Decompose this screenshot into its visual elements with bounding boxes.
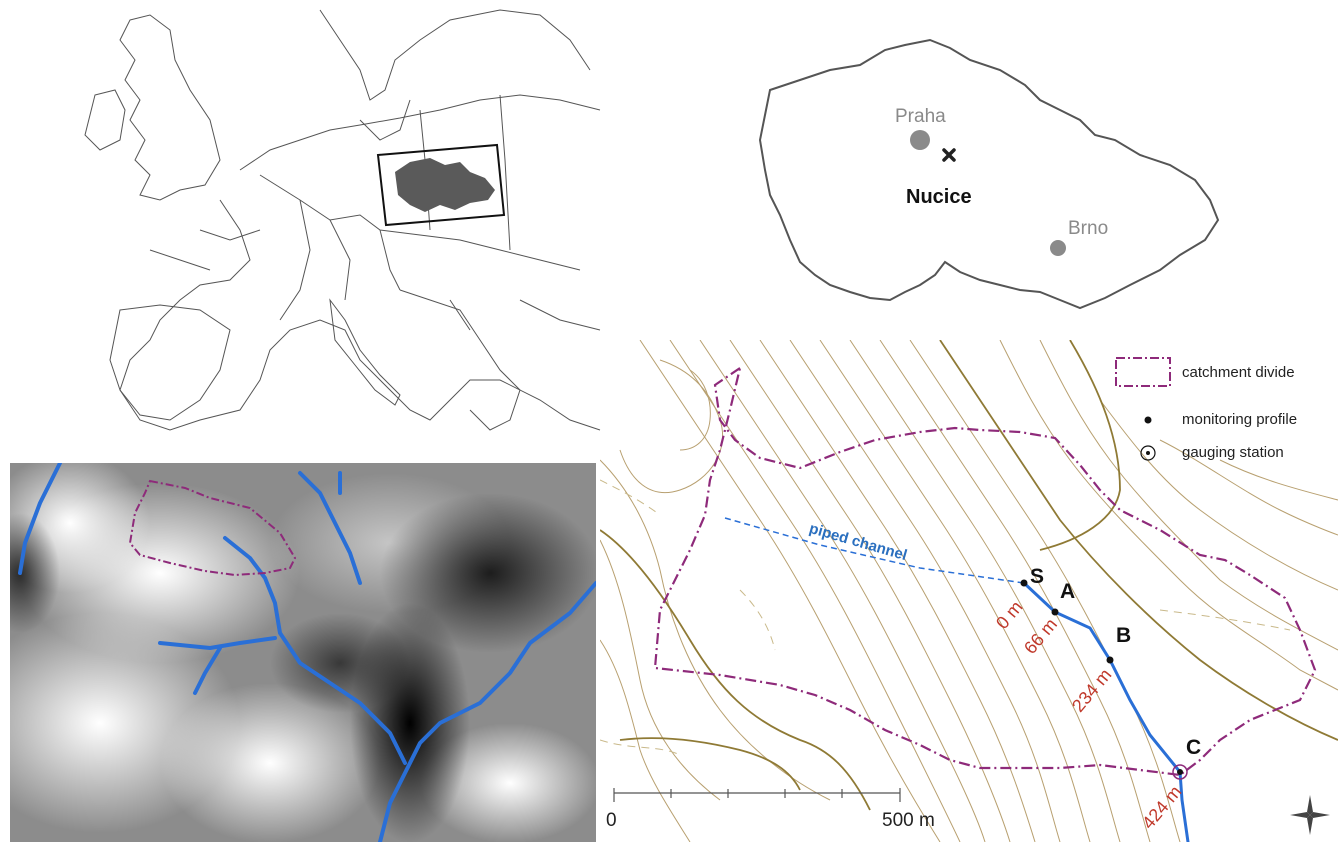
balkans-outline [399,289,521,431]
index-contour [939,340,1338,741]
legend-label-station: gauging station [1182,444,1284,461]
gauging-station-c-ring [1172,764,1188,780]
stream-line [1022,581,1190,842]
catchment-topographic-map: catchment divide monitoring profile gaug… [600,340,1338,842]
legend-profile-symbol [1144,416,1152,424]
piped-channel-line [724,517,1025,584]
point-label-c: C [1186,736,1202,759]
elevation-model-map [10,463,596,842]
praha-marker [910,130,930,150]
nucice-cross-icon [942,148,956,162]
czech-republic-map: Praha Brno Nucice [740,30,1240,330]
mainland-outline [119,94,601,431]
italy-outline [329,298,401,406]
praha-label: Praha [895,106,946,127]
brno-marker [1050,240,1066,256]
index-contour [600,529,871,811]
dem-river-northwest [18,463,62,575]
locator-frame [376,143,506,227]
great-britain-outline [119,14,221,201]
scale-label-start: 0 [606,810,617,831]
monitoring-profile-b [1106,656,1114,664]
legend-station-symbol [1140,445,1156,461]
dem-river-tributary [223,536,407,765]
czech-border [758,38,1220,310]
europe-overview-map [0,0,605,462]
brno-label: Brno [1068,218,1109,239]
iberia-outline [109,304,231,421]
dem-catchment-divide [128,479,297,577]
ireland-outline [84,89,126,151]
legend-divide-symbol [1115,357,1171,387]
catchment-divide-line [653,365,1317,777]
dem-river-branch-west [158,636,277,695]
legend-label-divide: catchment divide [1182,364,1295,381]
north-arrow-icon [1290,795,1330,835]
point-label-a: A [1060,580,1076,603]
scale-bar [613,788,901,802]
scale-label-end: 500 m [882,810,935,831]
point-label-b: B [1116,624,1132,647]
monitoring-profile-a [1051,608,1059,616]
monitoring-profile-s [1020,579,1028,587]
legend-label-profile: monitoring profile [1182,411,1298,428]
index-contour [1039,340,1121,551]
dem-river-north [298,471,362,585]
scandinavia-outline [319,9,591,141]
index-contour [619,737,801,791]
nucice-label: Nucice [906,186,972,208]
monitoring-profile-c [1177,769,1183,775]
point-label-s: S [1030,565,1045,588]
dem-river-main [378,581,596,842]
czech-republic-silhouette [395,158,495,212]
